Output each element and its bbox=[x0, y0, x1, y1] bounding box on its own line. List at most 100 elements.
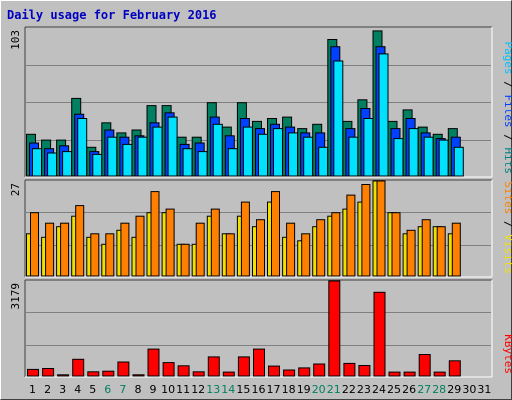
bar-kbytes-day-12 bbox=[192, 371, 205, 377]
x-tick-day-23: 23 bbox=[357, 383, 371, 396]
bar-pages-day-11 bbox=[182, 148, 193, 177]
bar-pages-day-24 bbox=[378, 53, 389, 177]
bar-sites-day-10 bbox=[165, 208, 175, 277]
panel-kbytes: 3179 KBytes bbox=[9, 279, 512, 378]
bar-kbytes-day-26 bbox=[403, 371, 416, 377]
bar-pages-day-15 bbox=[242, 126, 253, 177]
legend-segment: Pages bbox=[502, 42, 512, 75]
x-tick-day-15: 15 bbox=[236, 383, 250, 396]
bar-sites-day-2 bbox=[45, 222, 55, 277]
legend-segment: KBytes bbox=[502, 334, 512, 374]
bar-pages-day-21 bbox=[333, 60, 344, 177]
panel-hits: 103 Pages / Files / Hits bbox=[9, 26, 512, 178]
series-legend-label: Sites / Visits bbox=[502, 181, 512, 274]
bar-sites-day-11 bbox=[180, 243, 190, 277]
bar-sites-day-4 bbox=[75, 205, 85, 277]
y-max-label: 27 bbox=[9, 183, 22, 196]
x-tick-day-20: 20 bbox=[312, 383, 326, 396]
bar-kbytes-day-23 bbox=[358, 365, 371, 377]
x-tick-day-19: 19 bbox=[297, 383, 311, 396]
bar-pages-day-8 bbox=[137, 136, 148, 177]
bar-pages-day-29 bbox=[453, 146, 464, 177]
bar-kbytes-day-20 bbox=[313, 363, 326, 377]
bar-kbytes-day-2 bbox=[42, 368, 55, 377]
bar-sites-day-18 bbox=[286, 222, 296, 277]
bar-kbytes-day-1 bbox=[27, 368, 39, 377]
series-legend-label: Pages / Files / Hits bbox=[502, 42, 512, 175]
y-max-label: 103 bbox=[9, 30, 22, 50]
panel-sites: 27 Sites / Visits bbox=[9, 179, 512, 278]
bar-sites-day-28 bbox=[436, 226, 446, 277]
x-tick-day-16: 16 bbox=[252, 383, 266, 396]
x-axis-labels: 1 2 3 4 5 6 7 8 9 10 11 12 13 14 15 16 17 18 19 20 21 22 23 24 2… bbox=[29, 383, 491, 396]
bar-kbytes-day-8 bbox=[132, 374, 145, 377]
bar-kbytes-day-7 bbox=[117, 361, 130, 377]
bar-kbytes-day-24 bbox=[373, 291, 386, 377]
bar-kbytes-day-19 bbox=[298, 367, 311, 377]
bar-pages-day-23 bbox=[363, 118, 374, 177]
bar-sites-day-14 bbox=[225, 233, 235, 277]
bar-kbytes-day-16 bbox=[253, 348, 265, 377]
x-tick-day-18: 18 bbox=[282, 383, 296, 396]
bar-pages-day-20 bbox=[318, 146, 329, 177]
x-tick-day-26: 26 bbox=[402, 383, 416, 396]
bar-pages-day-4 bbox=[77, 118, 88, 177]
bar-sites-day-13 bbox=[210, 208, 220, 277]
bar-kbytes-day-28 bbox=[433, 371, 446, 377]
chart-title: Daily usage for February 2016 bbox=[7, 8, 217, 22]
bar-pages-day-13 bbox=[212, 123, 223, 177]
bar-pages-day-28 bbox=[438, 139, 449, 177]
bar-sites-day-21 bbox=[331, 212, 341, 277]
bar-sites-day-12 bbox=[195, 222, 205, 277]
bar-kbytes-day-13 bbox=[207, 356, 220, 377]
bar-sites-day-29 bbox=[451, 222, 461, 277]
bar-sites-day-8 bbox=[135, 215, 145, 277]
bar-sites-day-23 bbox=[361, 184, 371, 277]
bar-kbytes-day-15 bbox=[237, 356, 250, 377]
bar-pages-day-12 bbox=[197, 151, 208, 177]
legend-segment: Sites bbox=[502, 181, 512, 214]
bar-sites-day-15 bbox=[240, 201, 250, 277]
bar-kbytes-day-18 bbox=[283, 369, 296, 377]
bar-sites-day-22 bbox=[346, 194, 356, 277]
bar-sites-day-3 bbox=[60, 222, 70, 277]
series-legend-label: KBytes bbox=[502, 334, 512, 374]
x-tick-day-4: 4 bbox=[74, 383, 81, 396]
bar-kbytes-day-22 bbox=[343, 362, 356, 377]
legend-segment: Files bbox=[502, 95, 512, 128]
x-tick-day-24: 24 bbox=[372, 383, 386, 396]
bar-pages-day-19 bbox=[303, 136, 314, 177]
bar-sites-day-27 bbox=[421, 219, 431, 277]
bar-pages-day-16 bbox=[258, 133, 268, 177]
bar-sites-day-26 bbox=[406, 229, 416, 277]
x-tick-day-27: 27 bbox=[417, 383, 431, 396]
legend-segment: Hits bbox=[502, 148, 512, 175]
bar-sites-day-1 bbox=[30, 212, 39, 277]
bar-pages-day-7 bbox=[122, 143, 133, 177]
bar-pages-day-25 bbox=[393, 138, 404, 177]
x-tick-day-14: 14 bbox=[221, 383, 235, 396]
bar-pages-day-14 bbox=[227, 148, 238, 177]
x-tick-day-1: 1 bbox=[29, 383, 36, 396]
bar-sites-day-9 bbox=[150, 191, 160, 277]
bar-kbytes-day-17 bbox=[268, 365, 280, 377]
x-tick-day-29: 29 bbox=[447, 383, 461, 396]
x-tick-day-11: 11 bbox=[176, 383, 190, 396]
bar-pages-day-9 bbox=[152, 126, 163, 177]
bar-kbytes-day-6 bbox=[102, 370, 115, 377]
bar-kbytes-day-14 bbox=[222, 371, 235, 377]
x-tick-day-7: 7 bbox=[119, 383, 126, 396]
x-tick-day-28: 28 bbox=[432, 383, 446, 396]
x-tick-day-8: 8 bbox=[135, 383, 142, 396]
bar-kbytes-day-21 bbox=[328, 280, 341, 377]
bar-pages-day-22 bbox=[348, 136, 359, 177]
bar-kbytes-day-29 bbox=[448, 360, 461, 377]
bar-pages-day-17 bbox=[273, 128, 283, 177]
bar-sites-day-6 bbox=[105, 233, 115, 277]
bar-kbytes-day-5 bbox=[87, 371, 100, 377]
x-tick-day-17: 17 bbox=[267, 383, 281, 396]
bar-pages-day-27 bbox=[423, 136, 434, 177]
